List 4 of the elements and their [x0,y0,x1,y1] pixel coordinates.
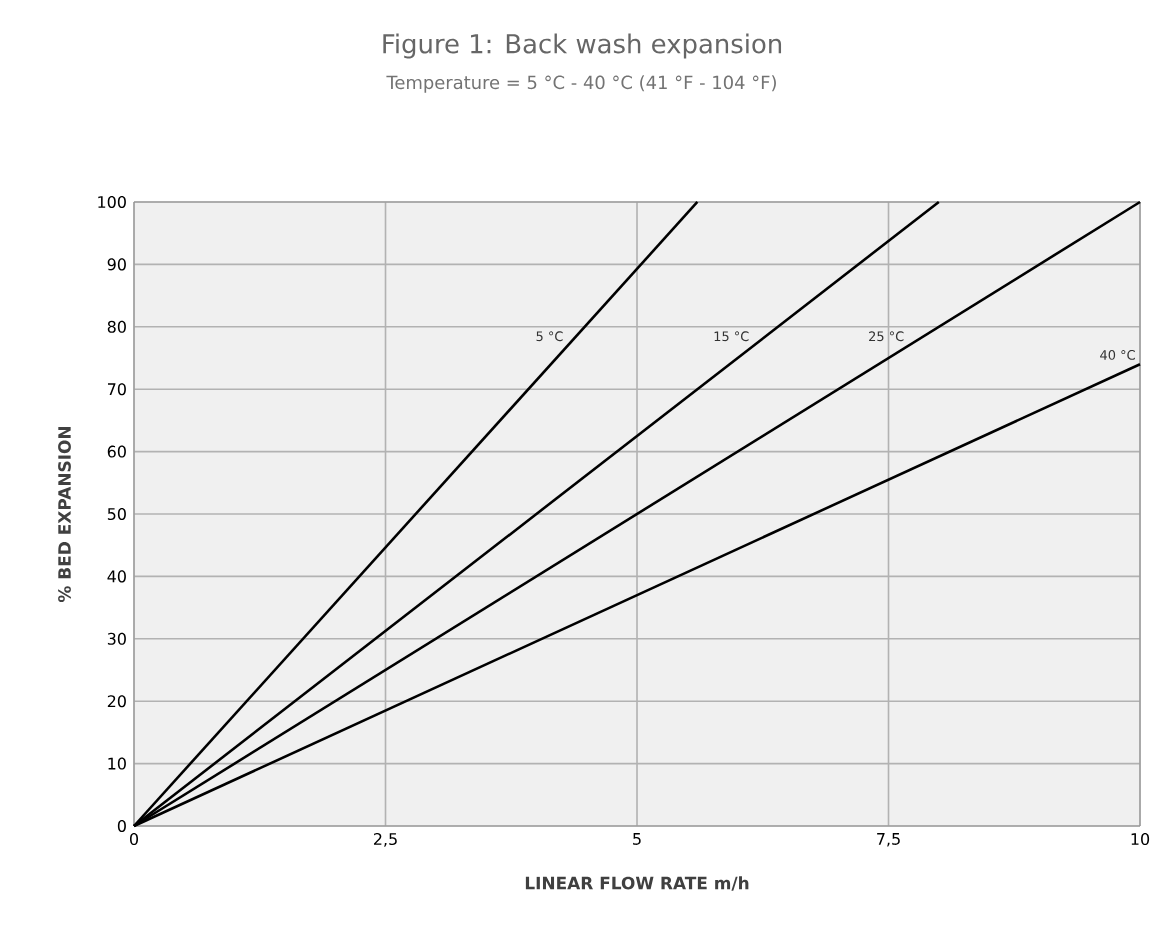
x-axis-title: LINEAR FLOW RATE m/h [525,876,749,891]
chart-subtitle: Temperature = 5 °C - 40 °C (41 °F - 104 °F) [386,75,776,93]
y-axis-title: % BED EXPANSION [58,426,71,603]
chart-title: Figure 1: Back wash expansion [383,33,782,59]
